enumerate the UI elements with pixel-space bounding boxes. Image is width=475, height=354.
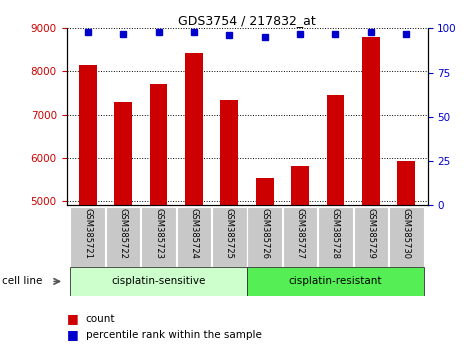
Text: GSM385726: GSM385726 bbox=[260, 208, 269, 259]
Bar bbox=[398, 161, 415, 205]
Bar bbox=[150, 84, 167, 205]
FancyBboxPatch shape bbox=[70, 267, 247, 296]
Bar bbox=[256, 178, 274, 205]
FancyBboxPatch shape bbox=[318, 207, 353, 267]
Text: cell line: cell line bbox=[2, 276, 43, 286]
Text: GSM385722: GSM385722 bbox=[119, 208, 128, 259]
Text: GSM385724: GSM385724 bbox=[190, 208, 199, 259]
FancyBboxPatch shape bbox=[247, 267, 424, 296]
FancyBboxPatch shape bbox=[212, 207, 247, 267]
Text: GSM385729: GSM385729 bbox=[366, 208, 375, 259]
Title: GDS3754 / 217832_at: GDS3754 / 217832_at bbox=[178, 14, 316, 27]
Text: cisplatin-sensitive: cisplatin-sensitive bbox=[111, 276, 206, 286]
Bar bbox=[220, 99, 238, 205]
FancyBboxPatch shape bbox=[70, 207, 105, 267]
Text: percentile rank within the sample: percentile rank within the sample bbox=[86, 330, 261, 339]
Text: ■: ■ bbox=[66, 312, 78, 325]
FancyBboxPatch shape bbox=[177, 207, 211, 267]
FancyBboxPatch shape bbox=[247, 207, 282, 267]
Bar bbox=[291, 166, 309, 205]
Text: GSM385730: GSM385730 bbox=[402, 208, 411, 259]
Bar bbox=[114, 102, 132, 205]
Bar bbox=[185, 53, 203, 205]
Bar bbox=[327, 95, 344, 205]
FancyBboxPatch shape bbox=[141, 207, 176, 267]
FancyBboxPatch shape bbox=[106, 207, 141, 267]
Text: GSM385727: GSM385727 bbox=[295, 208, 304, 259]
Text: GSM385725: GSM385725 bbox=[225, 208, 234, 259]
Bar bbox=[79, 65, 96, 205]
FancyBboxPatch shape bbox=[353, 207, 388, 267]
Text: ■: ■ bbox=[66, 328, 78, 341]
Text: cisplatin-resistant: cisplatin-resistant bbox=[289, 276, 382, 286]
Text: GSM385728: GSM385728 bbox=[331, 208, 340, 259]
Text: GSM385723: GSM385723 bbox=[154, 208, 163, 259]
Text: GSM385721: GSM385721 bbox=[83, 208, 92, 259]
Bar bbox=[362, 37, 380, 205]
FancyBboxPatch shape bbox=[283, 207, 317, 267]
Text: count: count bbox=[86, 314, 115, 324]
FancyBboxPatch shape bbox=[389, 207, 424, 267]
